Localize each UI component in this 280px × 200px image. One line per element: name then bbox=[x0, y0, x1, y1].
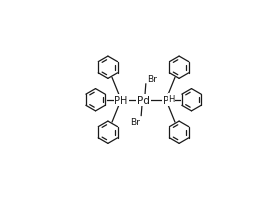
Text: PH: PH bbox=[114, 95, 128, 105]
Text: Br: Br bbox=[130, 117, 140, 126]
Text: P: P bbox=[163, 95, 169, 105]
Text: Pd: Pd bbox=[137, 95, 150, 105]
Text: Br: Br bbox=[147, 74, 157, 83]
Text: H: H bbox=[168, 95, 175, 103]
